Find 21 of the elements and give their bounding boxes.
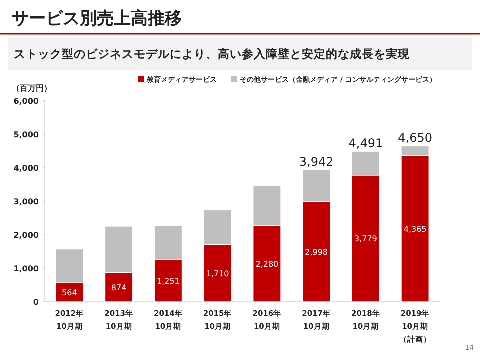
y-tick-label: 6,000	[14, 97, 40, 106]
data-label: 1,251	[156, 277, 180, 286]
y-tick-label: 5,000	[14, 130, 40, 140]
y-tick-label: 2,000	[14, 231, 40, 240]
data-label: 564	[62, 288, 78, 298]
data-label: 4,365	[404, 224, 427, 234]
y-tick-label: 4,000	[14, 164, 40, 173]
data-label: 3,779	[354, 234, 378, 244]
y-tick-label: 1,000	[14, 264, 40, 274]
chart-title: サービス別売上高推移	[12, 9, 182, 29]
y-tick-label: 0	[33, 298, 40, 307]
total-label: 4,650	[398, 131, 432, 146]
data-label: 1,710	[206, 269, 230, 278]
total-label: 3,942	[299, 154, 334, 169]
total-label: 4,491	[348, 136, 384, 151]
data-label: 2,280	[256, 260, 279, 269]
y-tick-label: 3,000	[14, 198, 40, 206]
data-label: 2,998	[305, 248, 328, 257]
data-label: 874	[111, 283, 127, 292]
y-axis-title: （百万円）	[12, 84, 52, 93]
chart-subtitle: ストック型のビジネスモデルにより、高い参入障壁と安定的な成長を実現	[14, 47, 411, 61]
